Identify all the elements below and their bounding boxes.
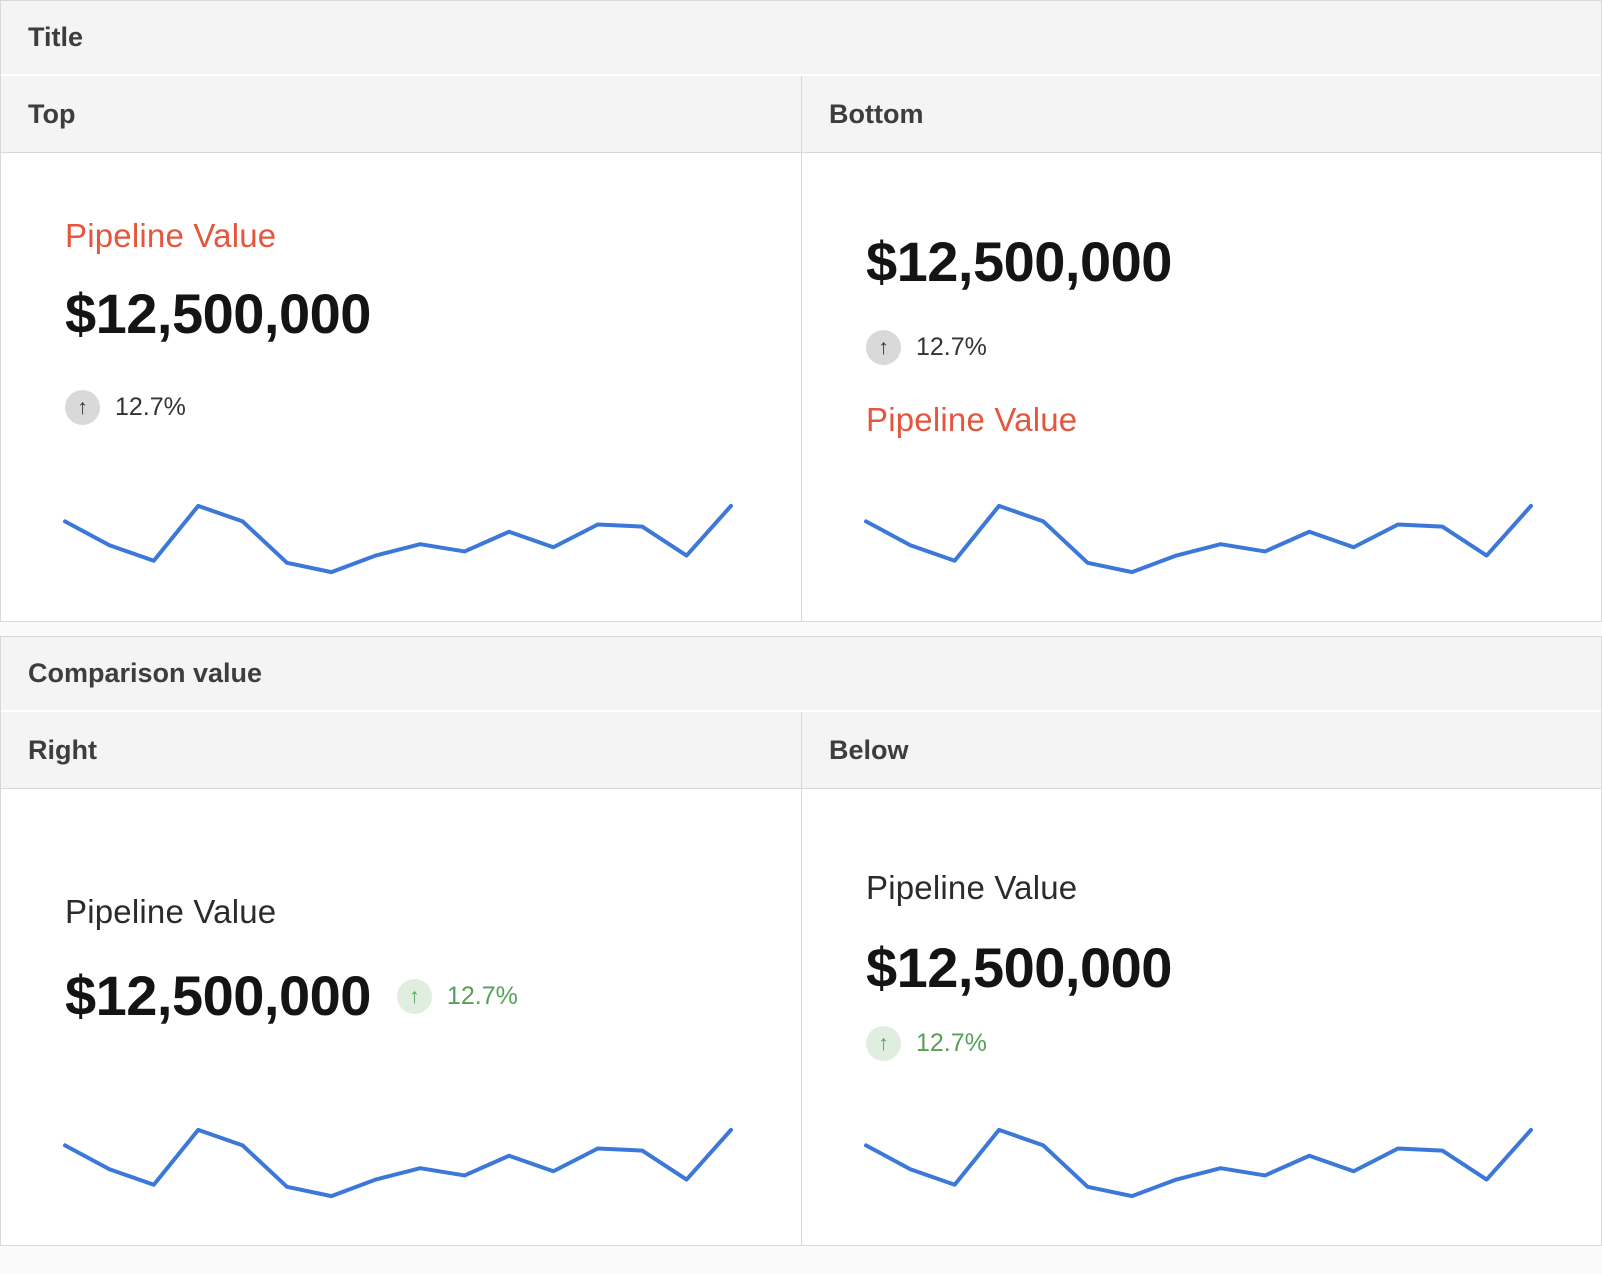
column-header-below: Below <box>802 712 1601 789</box>
trend-badge: ↑ <box>65 389 100 425</box>
kpi-value: $12,500,000 <box>866 230 1172 293</box>
column-title-top: Top Pipeline Value $12,500,000 ↑ 12.7% <box>1 76 801 621</box>
arrow-up-icon: ↑ <box>878 1031 889 1055</box>
title-columns: Top Pipeline Value $12,500,000 ↑ 12.7% B… <box>1 76 1601 621</box>
trend-badge: ↑ <box>396 978 432 1014</box>
kpi-card-comparison-right: Pipeline Value $12,500,000 ↑ 12.7% <box>1 789 801 1245</box>
arrow-up-icon: ↑ <box>77 395 88 419</box>
kpi-comparison: ↑ 12.7% <box>866 1025 987 1061</box>
sparkline-chart <box>65 1127 731 1199</box>
comparison-value-label: 12.7% <box>916 1028 987 1057</box>
kpi-value: $12,500,000 <box>866 936 1172 999</box>
arrow-up-icon: ↑ <box>409 984 420 1008</box>
arrow-up-icon: ↑ <box>878 335 889 359</box>
kpi-title: Pipeline Value <box>866 400 1078 438</box>
column-comparison-right: Right Pipeline Value $12,500,000 ↑ 12.7% <box>1 712 801 1245</box>
column-header-top: Top <box>1 76 801 153</box>
section-title: Title Top Pipeline Value $12,500,000 ↑ 1… <box>0 0 1602 622</box>
column-header-right: Right <box>1 712 801 789</box>
kpi-title: Pipeline Value <box>65 217 277 254</box>
sparkline-chart <box>866 503 1531 575</box>
column-comparison-below: Below Pipeline Value $12,500,000 ↑ 12.7% <box>801 712 1601 1245</box>
comparison-columns: Right Pipeline Value $12,500,000 ↑ 12.7%… <box>1 712 1601 1245</box>
kpi-title: Pipeline Value <box>65 893 277 930</box>
sparkline-chart <box>866 1127 1531 1199</box>
kpi-comparison: ↑ 12.7% <box>396 978 518 1014</box>
comparison-value-label: 12.7% <box>446 981 518 1010</box>
column-title-bottom: Bottom $12,500,000 ↑ 12.7% Pipeline Valu… <box>801 76 1601 621</box>
kpi-comparison: ↑ 12.7% <box>65 389 186 425</box>
section-comparison-value: Comparison value Right Pipeline Value $1… <box>0 636 1602 1246</box>
kpi-title: Pipeline Value <box>866 869 1078 906</box>
trend-badge: ↑ <box>866 329 901 365</box>
section-header-title: Title <box>1 1 1601 76</box>
column-header-bottom: Bottom <box>802 76 1601 153</box>
trend-badge: ↑ <box>866 1025 901 1061</box>
section-header-comparison: Comparison value <box>1 637 1601 712</box>
kpi-card-title-bottom: $12,500,000 ↑ 12.7% Pipeline Value <box>802 153 1601 621</box>
kpi-value: $12,500,000 <box>65 282 371 345</box>
kpi-value-row: $12,500,000 ↑ 12.7% <box>65 964 518 1027</box>
kpi-card-title-top: Pipeline Value $12,500,000 ↑ 12.7% <box>1 153 801 621</box>
kpi-comparison: ↑ 12.7% <box>866 329 987 365</box>
kpi-card-comparison-below: Pipeline Value $12,500,000 ↑ 12.7% <box>802 789 1601 1245</box>
kpi-value: $12,500,000 <box>65 964 371 1027</box>
sparkline-chart <box>65 503 731 575</box>
comparison-value-label: 12.7% <box>916 332 987 361</box>
comparison-value-label: 12.7% <box>115 392 186 421</box>
